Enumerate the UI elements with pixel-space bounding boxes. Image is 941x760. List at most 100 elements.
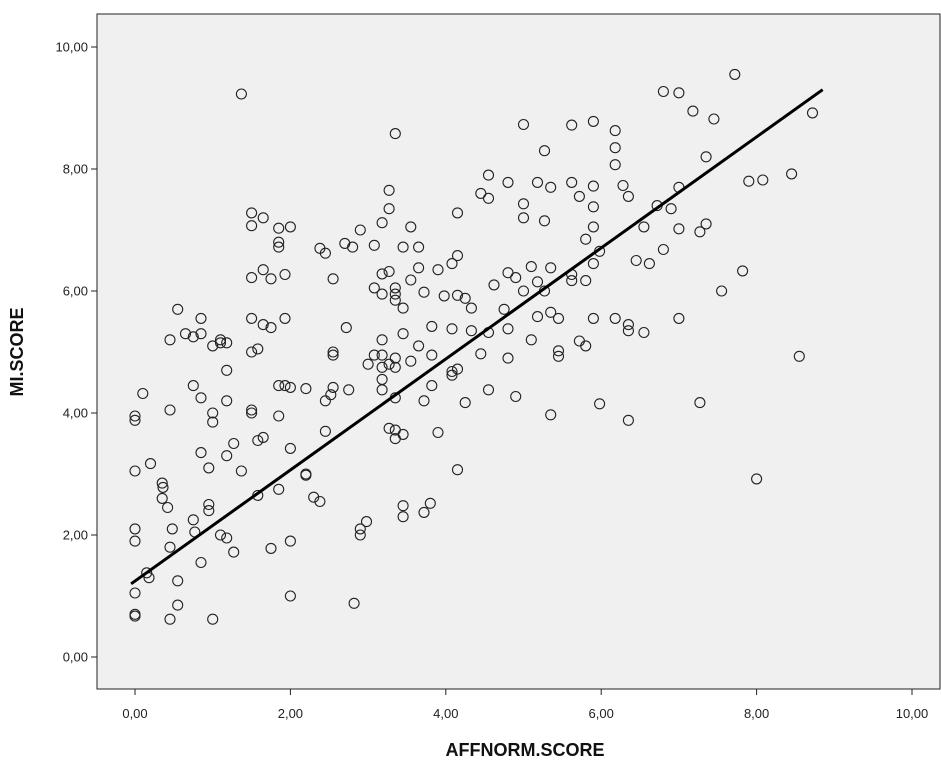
data-point	[743, 175, 755, 187]
data-point	[246, 272, 258, 284]
data-point	[432, 264, 444, 276]
data-point	[609, 125, 621, 137]
data-point	[643, 258, 655, 270]
data-point	[354, 529, 366, 541]
data-point	[347, 241, 359, 253]
data-point	[172, 575, 184, 587]
data-point	[389, 282, 401, 294]
data-point	[806, 107, 819, 119]
data-point	[657, 85, 669, 98]
data-point	[195, 447, 207, 459]
data-point	[246, 312, 258, 324]
data-point	[273, 222, 285, 234]
data-point	[273, 483, 285, 495]
data-point	[502, 176, 514, 188]
data-point	[517, 212, 530, 224]
data-point	[716, 285, 728, 297]
data-point	[203, 462, 215, 474]
data-point	[389, 361, 401, 373]
data-point	[368, 282, 380, 294]
data-point	[265, 322, 277, 334]
data-point	[166, 523, 178, 535]
data-point	[737, 265, 749, 277]
data-point	[319, 425, 331, 437]
data-point	[517, 285, 530, 297]
data-point	[587, 201, 599, 213]
data-point	[451, 289, 464, 301]
data-point	[221, 450, 233, 462]
data-point	[246, 407, 258, 419]
data-point	[446, 369, 458, 381]
data-point	[502, 352, 514, 364]
y-axis: 0,00 2,00 4,00 6,00 8,00 10,00	[55, 40, 97, 665]
data-point	[257, 319, 269, 331]
data-point	[207, 340, 219, 352]
data-point	[246, 207, 258, 219]
x-tick-label: 4,00	[433, 706, 458, 721]
data-point	[214, 337, 227, 349]
data-point	[751, 473, 763, 485]
data-point	[609, 159, 621, 171]
data-point	[587, 221, 599, 233]
data-point	[793, 350, 805, 362]
data-point	[129, 410, 141, 422]
data-point	[279, 268, 291, 281]
data-point	[246, 346, 258, 358]
x-tick-label: 8,00	[744, 706, 769, 721]
data-point	[587, 258, 599, 270]
data-point	[383, 203, 395, 215]
data-point	[228, 546, 240, 558]
x-tick-label: 10,00	[896, 706, 929, 721]
data-point	[531, 176, 544, 188]
data-point	[459, 292, 471, 304]
x-axis: 0,00 2,00 4,00 6,00 8,00 10,00	[122, 689, 928, 721]
data-point	[265, 273, 277, 285]
data-point	[617, 179, 629, 192]
data-point	[195, 328, 207, 340]
data-point	[129, 535, 141, 547]
data-point	[510, 272, 522, 284]
data-point	[376, 361, 388, 373]
data-point	[376, 334, 388, 346]
data-point	[482, 192, 495, 204]
data-point	[545, 409, 557, 421]
data-point	[252, 343, 264, 355]
data-point	[187, 514, 199, 526]
data-point	[314, 495, 326, 508]
data-point	[459, 397, 471, 409]
data-point	[580, 340, 592, 352]
data-point	[156, 492, 168, 504]
data-point	[129, 465, 141, 477]
data-point	[587, 115, 599, 127]
data-point	[246, 220, 258, 232]
data-point	[221, 364, 233, 376]
plot-area	[96, 13, 941, 690]
data-point	[221, 395, 233, 407]
data-point	[284, 221, 296, 233]
data-point	[273, 236, 285, 248]
data-point	[488, 279, 500, 291]
data-point	[451, 363, 464, 375]
data-point	[432, 426, 444, 439]
x-axis-title: AFFNORM.SCORE	[446, 740, 605, 760]
data-point	[673, 223, 685, 235]
data-point	[129, 587, 141, 599]
data-point	[383, 265, 395, 278]
data-point	[164, 404, 176, 416]
data-point	[451, 464, 464, 476]
data-point	[327, 349, 339, 361]
data-point	[141, 567, 153, 579]
data-point	[622, 325, 634, 337]
data-point	[354, 523, 366, 535]
data-point	[187, 331, 199, 343]
data-point	[465, 325, 477, 337]
data-point	[573, 190, 585, 202]
data-point	[426, 320, 438, 332]
data-point	[284, 381, 296, 393]
data-point	[729, 68, 741, 80]
data-point	[545, 262, 557, 274]
data-point	[354, 224, 366, 236]
data-point	[383, 358, 395, 370]
data-point	[424, 497, 436, 509]
data-point	[246, 404, 258, 416]
